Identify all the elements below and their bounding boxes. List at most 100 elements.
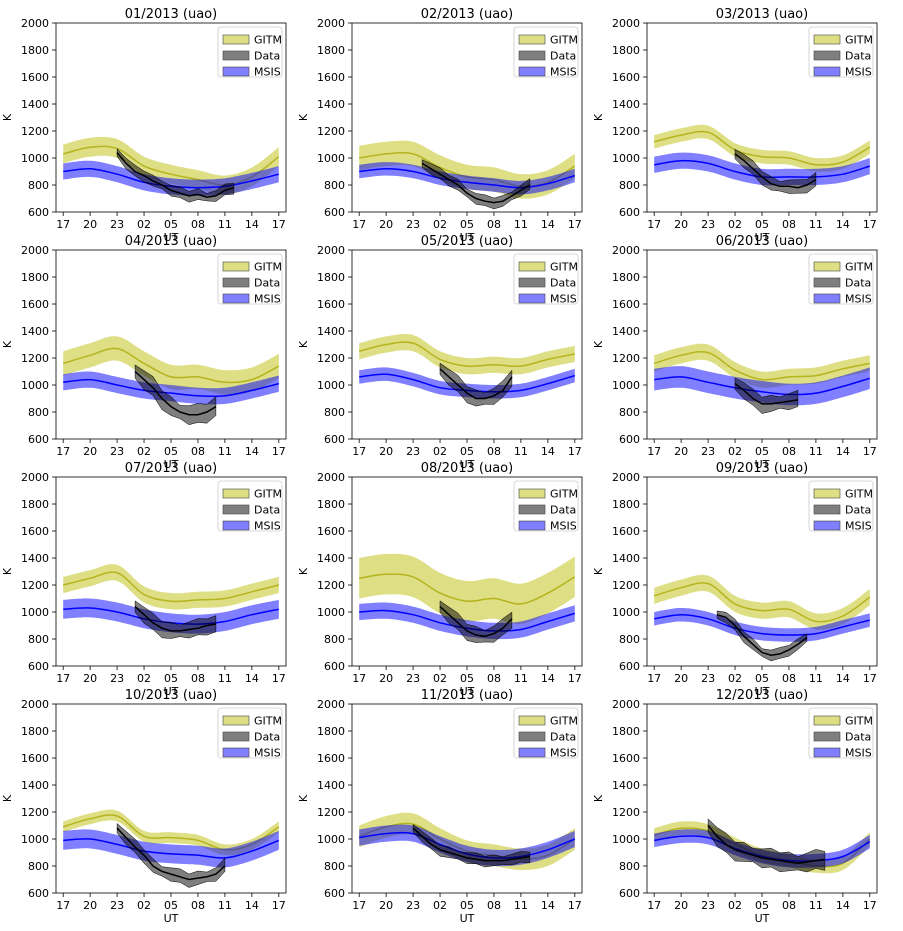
x-tick-label: 08	[191, 218, 205, 231]
legend-swatch	[813, 747, 841, 758]
legend-swatch	[222, 50, 250, 61]
y-axis-label: K	[297, 340, 310, 348]
x-tick-label: 11	[514, 445, 528, 458]
y-tick-label: 1800	[21, 725, 49, 738]
legend-label: MSIS	[550, 747, 577, 760]
legend-label: Data	[845, 731, 871, 744]
legend: GITM Data MSIS	[513, 480, 579, 533]
x-axis-label: UT	[460, 231, 475, 244]
x-tick-label: 20	[674, 445, 688, 458]
y-tick-label: 1200	[21, 806, 49, 819]
x-tick-label: 14	[541, 445, 555, 458]
y-tick-label: 800	[324, 860, 345, 873]
y-tick-label: 800	[619, 860, 640, 873]
legend: GITM Data MSIS	[808, 707, 874, 760]
legend-swatch	[222, 504, 250, 515]
subplot-title: 02/2013 (uao)	[421, 7, 513, 22]
x-axis-label: UT	[755, 685, 770, 698]
data-line	[412, 827, 531, 862]
data-line	[439, 368, 513, 400]
legend-label: MSIS	[845, 520, 872, 533]
x-tick-label: 05	[755, 218, 769, 231]
x-axis-label: UT	[460, 685, 475, 698]
x-axis-label: UT	[755, 912, 770, 925]
y-tick-label: 1600	[317, 71, 345, 84]
gitm-band	[63, 809, 279, 856]
y-tick-label: 1800	[21, 44, 49, 57]
x-tick-label: 11	[218, 218, 232, 231]
x-tick-label: 23	[406, 672, 420, 685]
y-tick-label: 1400	[21, 552, 49, 565]
y-tick-label: 1000	[21, 833, 49, 846]
y-tick-label: 800	[28, 406, 49, 419]
y-tick-label: 1600	[317, 298, 345, 311]
legend-label: Data	[254, 277, 280, 290]
y-axis-label: K	[592, 567, 605, 575]
data-band	[734, 377, 799, 414]
y-tick-label: 1800	[317, 498, 345, 511]
x-tick-label: 05	[164, 218, 178, 231]
y-tick-label: 1800	[21, 271, 49, 284]
subplot-1: 01/2013 (uao) 17 20 23 02 05 08 11 14 17 600 800 100…	[1, 7, 287, 244]
x-tick-label: 05	[460, 672, 474, 685]
x-tick-label: 17	[272, 218, 286, 231]
y-tick-label: 1600	[21, 752, 49, 765]
subplot-title: 11/2013 (uao)	[421, 688, 513, 703]
x-tick-label: 17	[647, 218, 661, 231]
y-tick-label: 1800	[317, 271, 345, 284]
y-tick-label: 1200	[612, 352, 640, 365]
legend: GITM Data MSIS	[513, 26, 579, 79]
legend-label: Data	[254, 731, 280, 744]
y-tick-label: 1200	[21, 352, 49, 365]
subplot-5: 05/2013 (uao) 17 20 23 02 05 08 11 14 17 600 800 100…	[297, 234, 583, 471]
y-tick-label: 600	[324, 660, 345, 673]
subplot-10: 10/2013 (uao) 17 20 23 02 05 08 11 14 17 600 800 100…	[1, 688, 287, 925]
x-tick-label: 23	[701, 899, 715, 912]
legend-swatch	[222, 277, 250, 288]
x-tick-label: 14	[245, 218, 259, 231]
x-tick-label: 08	[782, 899, 796, 912]
y-tick-label: 600	[324, 433, 345, 446]
legend-swatch	[518, 504, 546, 515]
x-tick-label: 17	[647, 899, 661, 912]
y-tick-label: 1200	[612, 806, 640, 819]
gitm-line	[63, 571, 279, 603]
legend-label: GITM	[845, 261, 873, 274]
x-axis-label: UT	[164, 231, 179, 244]
legend-label: GITM	[845, 488, 873, 501]
y-tick-label: 800	[324, 633, 345, 646]
subplot-3: 03/2013 (uao) 17 20 23 02 05 08 11 14 17 600 800 100…	[592, 7, 878, 244]
x-tick-label: 05	[755, 899, 769, 912]
gitm-band	[654, 124, 870, 172]
y-tick-label: 1800	[317, 725, 345, 738]
data-band	[734, 148, 817, 194]
x-tick-label: 20	[379, 218, 393, 231]
x-axis-label: UT	[460, 912, 475, 925]
x-tick-label: 20	[83, 899, 97, 912]
data-line	[134, 370, 217, 416]
y-tick-label: 800	[324, 406, 345, 419]
data-line	[734, 383, 799, 405]
legend-swatch	[222, 293, 250, 304]
x-tick-label: 17	[272, 899, 286, 912]
subplot-11: 11/2013 (uao) 17 20 23 02 05 08 11 14 17 600 800 100…	[297, 688, 583, 925]
legend-swatch	[222, 488, 250, 499]
legend-swatch	[813, 34, 841, 45]
y-tick-label: 1200	[612, 125, 640, 138]
x-tick-label: 17	[272, 672, 286, 685]
y-tick-label: 1400	[21, 779, 49, 792]
y-tick-label: 1400	[317, 325, 345, 338]
gitm-band	[654, 574, 870, 630]
x-tick-label: 11	[809, 445, 823, 458]
y-axis-label: K	[1, 567, 14, 575]
x-tick-label: 08	[191, 899, 205, 912]
x-tick-label: 17	[56, 672, 70, 685]
legend-label: MSIS	[254, 66, 281, 79]
msis-line	[654, 613, 870, 636]
legend-label: GITM	[550, 715, 578, 728]
legend-swatch	[518, 50, 546, 61]
y-tick-label: 2000	[317, 244, 345, 257]
gitm-band	[359, 553, 575, 625]
legend-label: Data	[550, 504, 576, 517]
